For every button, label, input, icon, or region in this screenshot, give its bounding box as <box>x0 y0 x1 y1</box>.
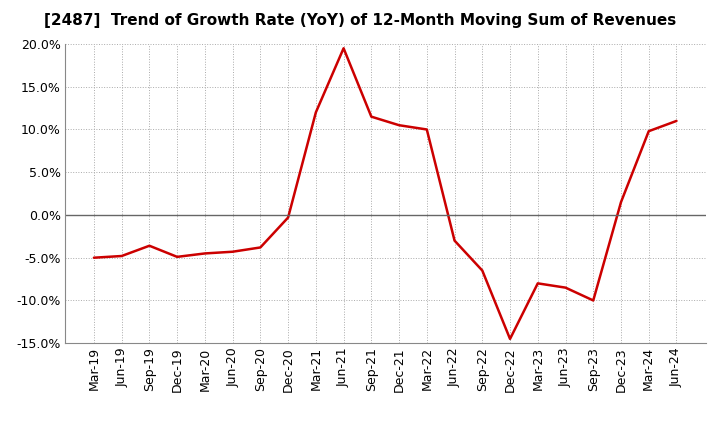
Text: [2487]  Trend of Growth Rate (YoY) of 12-Month Moving Sum of Revenues: [2487] Trend of Growth Rate (YoY) of 12-… <box>44 13 676 28</box>
